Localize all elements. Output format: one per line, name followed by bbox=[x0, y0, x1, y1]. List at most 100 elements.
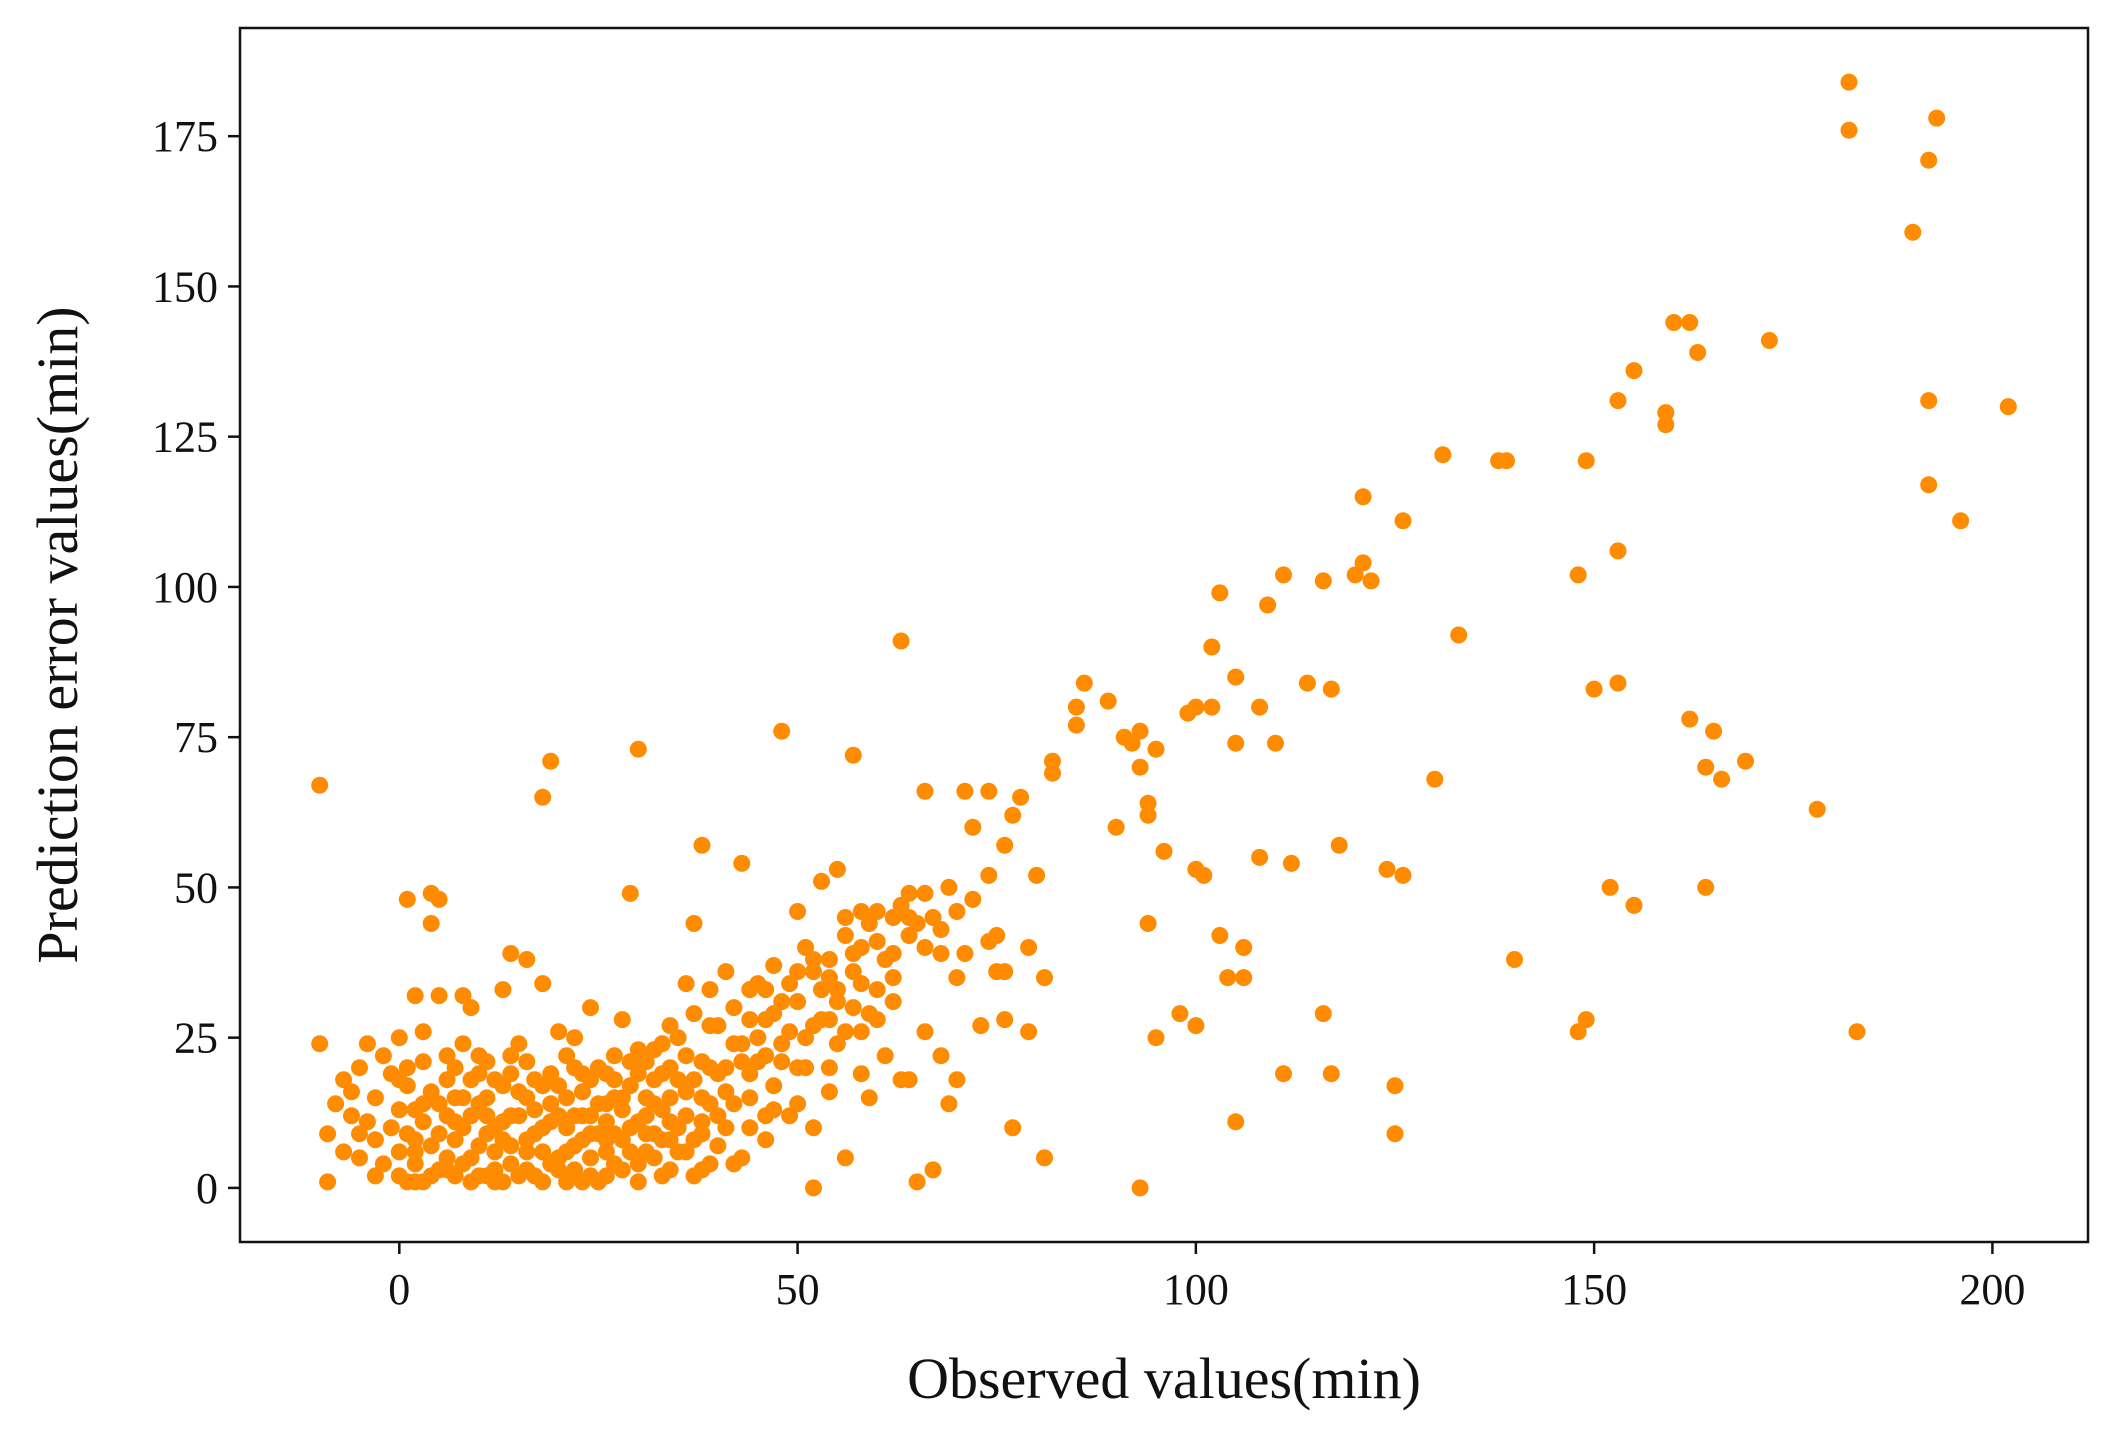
data-point bbox=[1314, 1005, 1332, 1023]
data-point bbox=[1067, 716, 1085, 734]
x-axis-ticks: 0 50 100 150 200 bbox=[388, 1242, 2025, 1314]
plot-frame bbox=[238, 26, 2090, 1244]
data-point bbox=[605, 1047, 623, 1065]
data-point bbox=[582, 1125, 599, 1143]
data-point bbox=[645, 1071, 663, 1089]
data-point bbox=[327, 1095, 345, 1113]
data-point bbox=[773, 1035, 791, 1053]
data-point bbox=[582, 1167, 599, 1185]
data-point bbox=[1697, 758, 1715, 776]
data-point bbox=[1840, 121, 1858, 139]
data-point bbox=[797, 939, 815, 956]
data-point bbox=[980, 782, 998, 800]
data-point bbox=[852, 1023, 870, 1041]
data-point bbox=[542, 1095, 560, 1113]
data-point bbox=[1314, 572, 1332, 590]
data-point bbox=[1187, 698, 1205, 716]
data-point bbox=[311, 1035, 329, 1053]
data-point bbox=[1004, 806, 1022, 824]
data-point bbox=[629, 1065, 647, 1083]
data-point bbox=[621, 1143, 639, 1161]
data-point bbox=[589, 1095, 607, 1113]
data-point bbox=[948, 1071, 966, 1089]
data-point bbox=[422, 1137, 440, 1155]
data-point bbox=[1434, 446, 1452, 464]
data-point bbox=[621, 1119, 639, 1137]
data-point bbox=[1625, 362, 1643, 380]
data-point bbox=[438, 1047, 456, 1065]
data-point bbox=[757, 1011, 775, 1029]
data-point bbox=[924, 909, 942, 926]
data-point bbox=[1322, 1065, 1340, 1083]
data-point bbox=[964, 890, 982, 908]
data-point bbox=[693, 1089, 711, 1107]
data-point bbox=[964, 818, 982, 836]
data-point bbox=[534, 1143, 552, 1161]
data-point bbox=[1227, 734, 1245, 752]
data-point bbox=[1450, 626, 1468, 644]
data-point bbox=[1354, 488, 1372, 506]
data-point bbox=[1394, 512, 1412, 530]
data-point bbox=[1657, 404, 1675, 422]
data-point bbox=[789, 963, 807, 981]
data-point bbox=[669, 1143, 687, 1161]
data-point bbox=[669, 1029, 687, 1047]
data-point bbox=[765, 1077, 783, 1095]
data-point bbox=[1203, 698, 1221, 716]
data-point bbox=[828, 993, 846, 1011]
data-point bbox=[558, 1047, 576, 1065]
data-point bbox=[709, 1137, 727, 1155]
data-point bbox=[566, 1029, 584, 1047]
data-point bbox=[900, 909, 918, 926]
data-point bbox=[797, 1029, 815, 1047]
data-point bbox=[398, 890, 416, 908]
data-point bbox=[374, 1155, 392, 1173]
data-point bbox=[916, 884, 934, 902]
data-point bbox=[1147, 740, 1165, 758]
data-point bbox=[805, 1017, 822, 1035]
data-point bbox=[406, 987, 424, 1005]
data-point bbox=[1904, 223, 1922, 241]
data-point bbox=[773, 722, 791, 740]
data-point bbox=[773, 993, 791, 1011]
data-point bbox=[677, 1083, 695, 1101]
data-point bbox=[462, 999, 480, 1017]
data-point bbox=[629, 1155, 647, 1173]
data-point bbox=[820, 1011, 838, 1029]
y-axis-label: Prediction error values(min) bbox=[25, 306, 90, 963]
data-point bbox=[597, 1143, 615, 1161]
data-point bbox=[351, 1125, 368, 1143]
data-point bbox=[534, 975, 552, 993]
data-point bbox=[1195, 866, 1213, 884]
data-point bbox=[1609, 542, 1627, 560]
data-point bbox=[486, 1119, 504, 1137]
data-point bbox=[1657, 416, 1675, 434]
data-point bbox=[725, 1095, 743, 1113]
data-point bbox=[773, 1053, 791, 1071]
x-tick-label: 0 bbox=[388, 1265, 410, 1314]
data-point bbox=[351, 1149, 368, 1167]
data-point bbox=[470, 1065, 488, 1083]
x-tick-label: 100 bbox=[1163, 1265, 1229, 1314]
data-point bbox=[940, 878, 958, 896]
data-point bbox=[1848, 1023, 1866, 1041]
data-point bbox=[948, 969, 966, 987]
data-point bbox=[820, 1083, 838, 1101]
data-point bbox=[972, 1017, 990, 1035]
data-point bbox=[820, 1059, 838, 1077]
data-point bbox=[828, 981, 846, 999]
data-point bbox=[1282, 854, 1300, 872]
data-point bbox=[446, 1131, 464, 1149]
data-point bbox=[916, 1023, 934, 1041]
data-point bbox=[1211, 584, 1229, 602]
data-point bbox=[390, 1071, 408, 1089]
data-point bbox=[605, 1071, 623, 1089]
data-point bbox=[1028, 866, 1046, 884]
data-point bbox=[558, 1143, 576, 1161]
data-point bbox=[406, 1155, 424, 1173]
data-point bbox=[1928, 109, 1946, 127]
y-tick-label: 100 bbox=[152, 563, 218, 612]
data-point bbox=[789, 993, 807, 1011]
